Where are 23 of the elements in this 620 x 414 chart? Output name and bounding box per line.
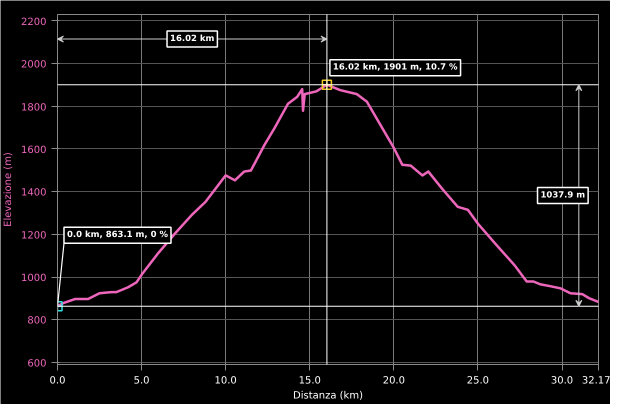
x-tick-label: 30.0: [550, 376, 574, 386]
y-tick-label: 600: [27, 358, 47, 370]
y-tick-label: 1000: [21, 273, 47, 284]
y-tick-label: 1600: [21, 144, 47, 156]
x-tick-label: 15.0: [298, 376, 321, 386]
x-tick-label: 0.0: [50, 376, 66, 386]
y-tick-label: 1800: [21, 102, 47, 114]
x-tick-label: 5.0: [134, 376, 150, 386]
x-tick-label: 25.0: [466, 376, 490, 386]
x-tick-label: 10.0: [214, 376, 237, 386]
x-tick-label: 32.17: [582, 376, 611, 386]
annotation: 0.0 km, 863.1 m, 0 %: [66, 230, 168, 240]
y-tick-label: 800: [27, 316, 47, 327]
annotation: 1037.9 m: [540, 190, 586, 200]
annotation: 16.02 km, 1901 m, 10.7 %: [332, 62, 458, 73]
y-tick-label: 1200: [21, 230, 47, 242]
y-tick-label: 2000: [21, 60, 47, 71]
y-tick-label: 2200: [21, 16, 47, 28]
y-axis-title: Elevazione (m): [3, 152, 14, 227]
x-axis-title: Distanza (km): [293, 390, 364, 402]
y-tick-label: 1400: [21, 188, 47, 199]
annotation: 16.02 km: [170, 34, 215, 44]
x-tick-label: 20.0: [382, 376, 405, 386]
